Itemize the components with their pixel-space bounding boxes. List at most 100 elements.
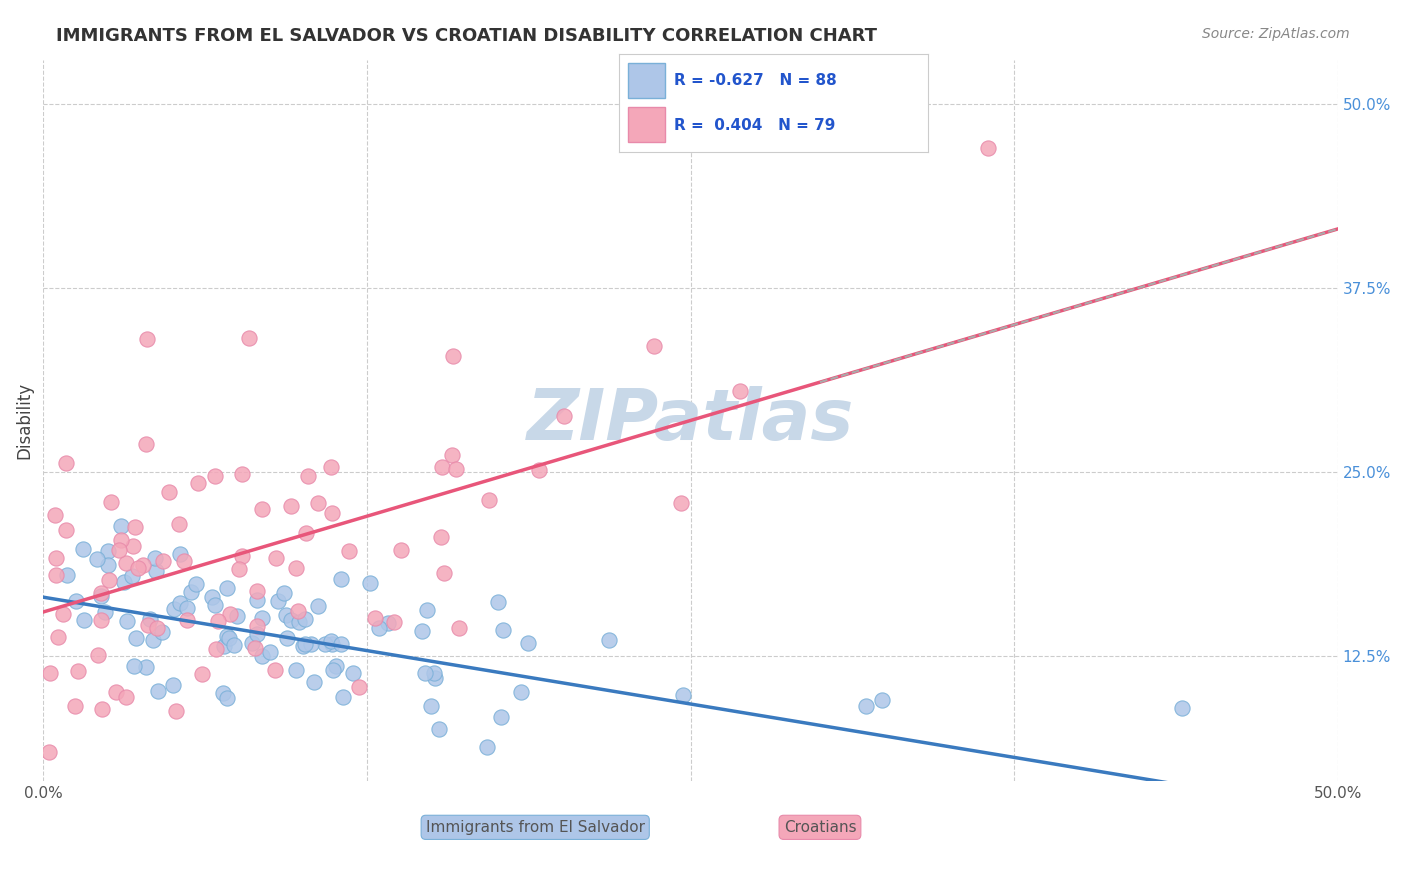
Point [337,544,360,558]
Point [872,692,894,706]
Point [382,615,405,630]
Point [330,637,353,651]
Point [855,698,877,713]
Point [217,629,239,643]
Point [110,519,132,533]
Point [136,333,159,347]
Point [141,632,163,647]
Point [146,684,169,698]
Point [39,666,62,681]
Point [287,604,309,618]
Point [367,621,389,635]
Point [325,659,347,673]
Point [150,624,173,639]
Text: IMMIGRANTS FROM EL SALVADOR VS CROATIAN DISABILITY CORRELATION CHART: IMMIGRANTS FROM EL SALVADOR VS CROATIAN … [56,27,877,45]
Point [250,648,273,663]
Point [217,691,239,706]
Text: Source: ZipAtlas.com: Source: ZipAtlas.com [1202,27,1350,41]
Point [252,502,274,516]
Point [226,608,249,623]
Point [65,593,87,607]
Point [294,637,316,651]
Point [180,585,202,599]
Text: R =  0.404   N = 79: R = 0.404 N = 79 [675,118,835,133]
Point [246,619,269,633]
Point [122,658,145,673]
Point [291,639,314,653]
Point [276,631,298,645]
Point [598,633,620,648]
Point [238,331,260,345]
Point [332,690,354,704]
Point [90,701,112,715]
Point [157,485,180,500]
Point [224,638,246,652]
Text: Immigrants from El Salvador: Immigrants from El Salvador [426,820,645,835]
Point [427,722,450,736]
Point [44,508,66,522]
Point [136,618,159,632]
Point [411,624,433,639]
Point [489,710,512,724]
Point [207,615,229,629]
Point [145,565,167,579]
Point [115,690,138,704]
Point [446,462,468,476]
Point [492,624,515,638]
Point [211,685,233,699]
Point [162,677,184,691]
Point [307,495,329,509]
Point [672,688,695,702]
Point [169,596,191,610]
Point [38,745,60,759]
Point [45,568,67,582]
Point [163,602,186,616]
Point [280,500,302,514]
Point [204,469,226,483]
Point [218,631,240,645]
Point [165,704,187,718]
Point [314,637,336,651]
Point [132,558,155,573]
Point [212,639,235,653]
FancyBboxPatch shape [628,108,665,142]
Point [347,681,370,695]
Point [267,594,290,608]
Point [553,409,575,423]
Point [169,516,191,531]
Point [509,685,531,699]
Point [55,456,77,470]
Point [67,664,90,678]
Point [321,506,343,520]
Point [56,568,79,582]
Point [97,574,120,588]
Point [127,561,149,575]
Point [377,615,399,630]
Point [322,663,344,677]
Point [516,636,538,650]
Point [299,637,322,651]
Point [105,685,128,699]
Point [389,543,412,558]
Y-axis label: Disability: Disability [15,382,32,459]
Point [977,141,1000,155]
Point [204,641,226,656]
Point [433,566,456,580]
Point [143,550,166,565]
FancyBboxPatch shape [628,63,665,98]
Point [425,671,447,685]
Point [97,558,120,573]
Point [330,573,353,587]
Point [72,542,94,557]
Point [87,648,110,662]
Point [669,495,692,509]
Point [55,524,77,538]
Point [90,589,112,603]
Point [125,632,148,646]
Point [240,636,263,650]
Point [246,627,269,641]
Text: R = -0.627   N = 88: R = -0.627 N = 88 [675,72,837,87]
Point [90,613,112,627]
Point [121,569,143,583]
Point [319,634,342,648]
